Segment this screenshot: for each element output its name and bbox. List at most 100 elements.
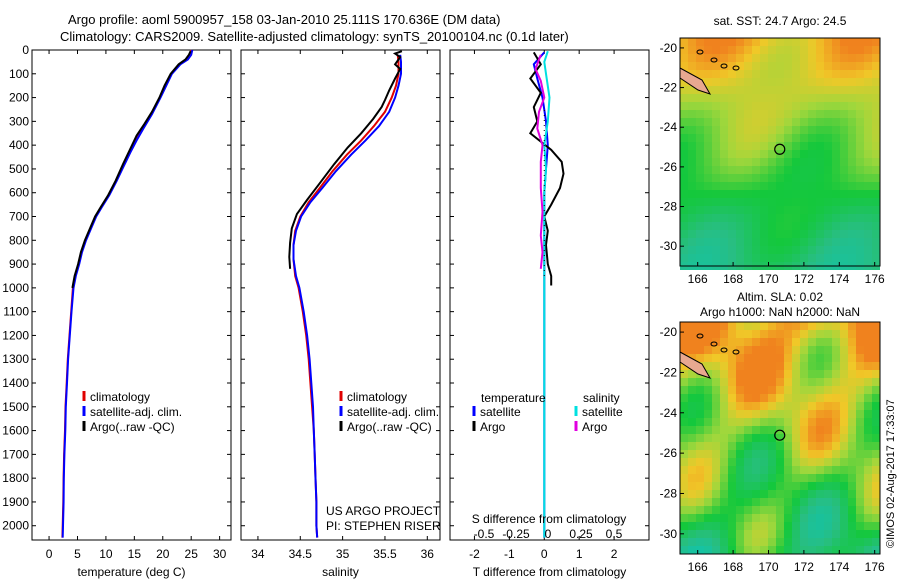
- y-tick-label: -20: [660, 41, 678, 55]
- plot-frame: [240, 49, 441, 541]
- x-tick-label: 35.5: [373, 547, 397, 561]
- legend-label: Argo: [480, 420, 506, 434]
- island-outline: [710, 341, 718, 347]
- series-line-t-argo: [528, 51, 565, 286]
- x-axis-label: salinity: [322, 565, 359, 579]
- x-tick-label: 34: [251, 547, 265, 561]
- series-line-satellite-adj-clim-: [61, 49, 194, 538]
- plot-frame: [31, 49, 232, 541]
- y-tick-label: -24: [660, 120, 678, 134]
- y-tick-label: 300: [9, 114, 29, 128]
- profile-panel-3: [449, 49, 650, 541]
- sla-map-title-1: Altim. SLA: 0.02: [737, 290, 823, 304]
- y-tick-label: 500: [9, 162, 29, 176]
- y-tick-label: 200: [9, 91, 29, 105]
- y-tick-label: -20: [660, 325, 678, 339]
- y-tick-label: 400: [9, 138, 29, 152]
- y-tick-label: 1000: [2, 281, 29, 295]
- x-tick-label: 34.5: [289, 547, 313, 561]
- legend-title-temperature: temperature: [481, 391, 546, 405]
- legend-label: satellite: [480, 405, 521, 419]
- y-tick-label: -28: [660, 486, 678, 500]
- x-axis-label: temperature (deg C): [77, 565, 185, 579]
- x-axis-label: T difference from climatology: [473, 565, 627, 579]
- credit-stamp: ©IMOS 02-Aug-2017 17:33:07: [885, 399, 897, 548]
- y-tick-label: 1400: [2, 376, 29, 390]
- profile-panel-2: [240, 49, 441, 541]
- x-tick-label: 35: [336, 547, 350, 561]
- y-tick-label: 700: [9, 210, 29, 224]
- x-tick-label: 10: [99, 547, 113, 561]
- profile-panel-1: [31, 49, 232, 541]
- y-tick-label: 0: [22, 43, 29, 57]
- x-tick-label: 166: [688, 272, 708, 286]
- y-tick-label: 1600: [2, 424, 29, 438]
- series-line-satellite-adj-clim-: [292, 54, 402, 538]
- title-line-2: Climatology: CARS2009. Satellite-adjuste…: [60, 29, 569, 44]
- x-tick-label: 168: [723, 272, 743, 286]
- y-tick-label: 900: [9, 257, 29, 271]
- secondary-tick-label: -0.5: [474, 527, 495, 541]
- y-tick-label: 1500: [2, 400, 29, 414]
- series-line-s-argo: [534, 54, 546, 269]
- x-tick-label: 30: [213, 547, 227, 561]
- sla-map-title-2: Argo h1000: NaN h2000: NaN: [700, 305, 860, 319]
- x-tick-label: 172: [794, 560, 814, 574]
- island-outline: [720, 63, 728, 69]
- x-tick-label: 2: [611, 547, 618, 561]
- y-tick-label: 1300: [2, 352, 29, 366]
- island-outline: [696, 333, 704, 339]
- x-tick-label: 0: [46, 547, 53, 561]
- x-tick-label: 36: [421, 547, 435, 561]
- x-tick-label: 174: [829, 560, 849, 574]
- y-tick-label: -24: [660, 406, 678, 420]
- map-frame: [679, 37, 881, 267]
- y-tick-label: 600: [9, 186, 29, 200]
- annotation-project: US ARGO PROJECT: [326, 504, 441, 518]
- x-tick-label: -1: [504, 547, 515, 561]
- y-tick-label: -30: [660, 239, 678, 253]
- y-tick-label: -26: [660, 446, 678, 460]
- legend-label: climatology: [347, 390, 407, 404]
- legend-label: satellite-adj. clim.: [347, 405, 439, 419]
- island-outline: [720, 347, 728, 353]
- secondary-tick-label: 0.25: [569, 527, 593, 541]
- secondary-axis-label: S difference from climatology: [472, 512, 627, 526]
- legend-label: Argo(..raw -QC): [347, 420, 432, 434]
- secondary-tick-label: 0: [545, 527, 552, 541]
- plot-frame: [449, 49, 650, 541]
- secondary-tick-label: 0.5: [606, 527, 623, 541]
- island-outline: [732, 65, 740, 71]
- x-tick-label: 170: [758, 272, 778, 286]
- legend-label: satellite: [582, 405, 623, 419]
- y-tick-label: -30: [660, 527, 678, 541]
- annotation-pi: PI: STEPHEN RISER: [326, 519, 441, 533]
- x-tick-label: 166: [688, 560, 708, 574]
- float-position-marker: [774, 143, 786, 155]
- x-tick-label: 176: [865, 560, 885, 574]
- x-tick-label: 168: [723, 560, 743, 574]
- x-tick-label: 176: [865, 272, 885, 286]
- x-tick-label: 0: [541, 547, 548, 561]
- y-tick-label: 1200: [2, 328, 29, 342]
- x-tick-label: 172: [794, 272, 814, 286]
- legend-label: climatology: [90, 390, 150, 404]
- y-tick-label: -22: [660, 365, 678, 379]
- y-tick-label: 1100: [3, 305, 29, 319]
- y-tick-label: -22: [660, 81, 678, 95]
- map-frame: [679, 321, 881, 555]
- y-tick-label: 1700: [2, 447, 29, 461]
- secondary-tick-label: -0.25: [502, 527, 530, 541]
- title-line-1: Argo profile: aoml 5900957_158 03-Jan-20…: [68, 12, 501, 27]
- y-tick-label: 800: [9, 233, 29, 247]
- x-tick-label: -2: [469, 547, 480, 561]
- x-tick-label: 20: [156, 547, 170, 561]
- x-tick-label: 174: [829, 272, 849, 286]
- legend-title-salinity: salinity: [583, 391, 620, 405]
- series-line-argo-raw-qc-: [288, 50, 403, 269]
- island-outline: [710, 57, 718, 63]
- island-outline: [696, 49, 704, 55]
- x-tick-label: 15: [128, 547, 142, 561]
- sst-map-title: sat. SST: 24.7 Argo: 24.5: [714, 14, 847, 28]
